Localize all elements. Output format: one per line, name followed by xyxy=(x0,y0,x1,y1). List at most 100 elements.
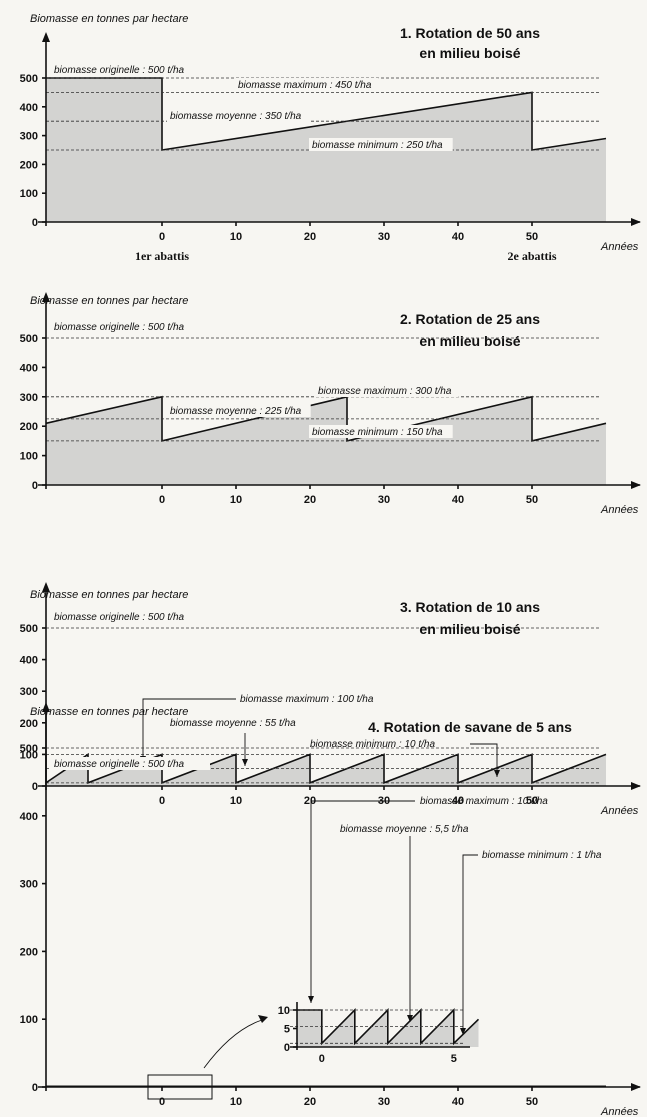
x-axis-arrow-1 xyxy=(631,218,641,226)
y-tick-label: 200 xyxy=(20,421,38,433)
inset-annotation-leader xyxy=(462,854,478,1035)
annotation-bg xyxy=(235,78,379,91)
inset-source-box xyxy=(147,1074,213,1100)
y-tick-label: 0 xyxy=(32,781,38,793)
x-tick-label: 30 xyxy=(378,1096,390,1108)
y-tick-label: 200 xyxy=(20,946,38,958)
annotation-arrowhead xyxy=(494,770,500,777)
y-tick-label: 500 xyxy=(20,623,38,635)
x-tick-label: 40 xyxy=(452,795,464,807)
inset-reference-annotation: biomasse moyenne : 5,5 t/ha xyxy=(340,824,469,835)
x-tick-label: 20 xyxy=(304,231,316,243)
y-axis-arrow-2 xyxy=(42,292,50,302)
event-label: 2e abattis xyxy=(508,249,557,263)
x-tick-label: 50 xyxy=(526,795,538,807)
reference-annotation: biomasse maximum : 100 t/ha xyxy=(240,694,374,705)
reference-annotation: biomasse originelle : 500 t/ha xyxy=(54,322,185,333)
x-tick-label: 40 xyxy=(452,1096,464,1108)
x-tick-label: 10 xyxy=(230,795,242,807)
x-tick-label: 20 xyxy=(304,494,316,506)
y-tick-label: 500 xyxy=(20,73,38,85)
reference-annotation: biomasse minimum : 250 t/ha xyxy=(312,140,443,151)
chart-title-line: 3. Rotation de 10 ans xyxy=(400,599,540,615)
reference-annotation: biomasse originelle : 500 t/ha xyxy=(54,759,185,770)
chart-title-line: en milieu boisé xyxy=(419,45,520,61)
inset-reference-annotation: biomasse minimum : 1 t/ha xyxy=(482,850,602,861)
y-tick-label: 0 xyxy=(32,1082,38,1094)
y-tick-label: 500 xyxy=(20,743,38,755)
x-axis-unit: Années xyxy=(600,1106,639,1117)
x-tick-label: 20 xyxy=(304,1096,316,1108)
y-tick-label: 500 xyxy=(20,333,38,345)
inset-y-tick-label: 5 xyxy=(284,1024,290,1036)
reference-annotation: biomasse originelle : 500 t/ha xyxy=(54,65,185,76)
y-tick-label: 100 xyxy=(20,188,38,200)
inset-callout-arrowhead xyxy=(258,1015,268,1023)
reference-annotation: biomasse moyenne : 55 t/ha xyxy=(170,718,296,729)
reference-annotation: biomasse moyenne : 225 t/ha xyxy=(170,406,302,417)
y-axis-title: Biomasse en tonnes par hectare xyxy=(30,295,188,307)
annotation-bg xyxy=(51,757,210,770)
reference-annotation: biomasse minimum : 150 t/ha xyxy=(312,427,443,438)
y-axis-title: Biomasse en tonnes par hectare xyxy=(30,13,188,25)
chart-panel-2: 0 100 200 300 400 500 0 10 20 30 40 50 Années Biomass… xyxy=(20,292,641,516)
y-axis-title: Biomasse en tonnes par hectare xyxy=(30,589,188,601)
x-tick-label: 40 xyxy=(452,494,464,506)
y-tick-label: 300 xyxy=(20,131,38,143)
y-tick-label: 100 xyxy=(20,1014,38,1026)
reference-annotation: biomasse moyenne : 350 t/ha xyxy=(170,111,302,122)
reference-annotation: biomasse originelle : 500 t/ha xyxy=(54,612,185,623)
y-axis-arrow-4 xyxy=(42,702,50,712)
x-axis-unit: Années xyxy=(600,805,639,817)
annotation-bg xyxy=(167,404,311,417)
inset-y-tick-label: 10 xyxy=(278,1005,290,1017)
x-tick-label: 0 xyxy=(159,795,165,807)
y-tick-label: 200 xyxy=(20,718,38,730)
y-tick-label: 100 xyxy=(20,749,38,761)
savanna-inset: 0 5 10 0 5 biomasse maximum : 10 t/ha biomasse… xyxy=(278,796,602,1065)
biomass-area-3 xyxy=(46,754,606,786)
annotation-leader xyxy=(470,743,498,777)
chart-title-line: en milieu boisé xyxy=(419,333,520,349)
x-tick-label: 50 xyxy=(526,1096,538,1108)
reference-annotation: biomasse minimum : 10 t/ha xyxy=(310,739,435,750)
y-tick-label: 300 xyxy=(20,392,38,404)
x-tick-label: 0 xyxy=(159,231,165,243)
x-axis-unit: Années xyxy=(600,241,639,253)
y-axis-title: Biomasse en tonnes par hectare xyxy=(30,706,188,718)
annotation-bg xyxy=(51,610,210,623)
chart-title-line: 1. Rotation de 50 ans xyxy=(400,25,540,41)
x-axis-arrow-3 xyxy=(631,782,641,790)
reference-annotation: biomasse maximum : 450 t/ha xyxy=(238,80,372,91)
inset-annotation-arrowhead xyxy=(460,1028,466,1035)
annotation-leader xyxy=(142,698,236,763)
x-tick-label: 30 xyxy=(378,231,390,243)
x-tick-label: 10 xyxy=(230,1096,242,1108)
chart-title-line: en milieu boisé xyxy=(419,621,520,637)
y-axis-arrow-3 xyxy=(42,582,50,592)
annotation-bg xyxy=(167,109,311,122)
x-tick-label: 10 xyxy=(230,231,242,243)
x-tick-label: 30 xyxy=(378,494,390,506)
inset-reference-annotation: biomasse maximum : 10 t/ha xyxy=(420,796,548,807)
y-tick-label: 400 xyxy=(20,362,38,374)
inset-x-tick-label: 0 xyxy=(319,1053,325,1065)
annotation-bg xyxy=(309,425,453,438)
annotation-arrowhead xyxy=(242,759,248,766)
annotation-bg xyxy=(309,138,453,151)
y-axis-arrow-1 xyxy=(42,32,50,42)
x-tick-label: 0 xyxy=(159,1096,165,1108)
y-tick-label: 300 xyxy=(20,879,38,891)
y-tick-label: 200 xyxy=(20,159,38,171)
event-label: 1er abattis xyxy=(135,249,189,263)
chart-panel-1: 0 100 200 300 400 500 0 10 20 30 40 50 Années Biomass… xyxy=(20,13,641,263)
x-axis-arrow-2 xyxy=(631,481,641,489)
annotation-bg xyxy=(51,63,210,76)
chart-title-line: 4. Rotation de savane de 5 ans xyxy=(368,719,572,735)
x-tick-label: 50 xyxy=(526,494,538,506)
annotation-bg xyxy=(315,384,459,397)
y-tick-label: 300 xyxy=(20,686,38,698)
x-tick-label: 10 xyxy=(230,494,242,506)
